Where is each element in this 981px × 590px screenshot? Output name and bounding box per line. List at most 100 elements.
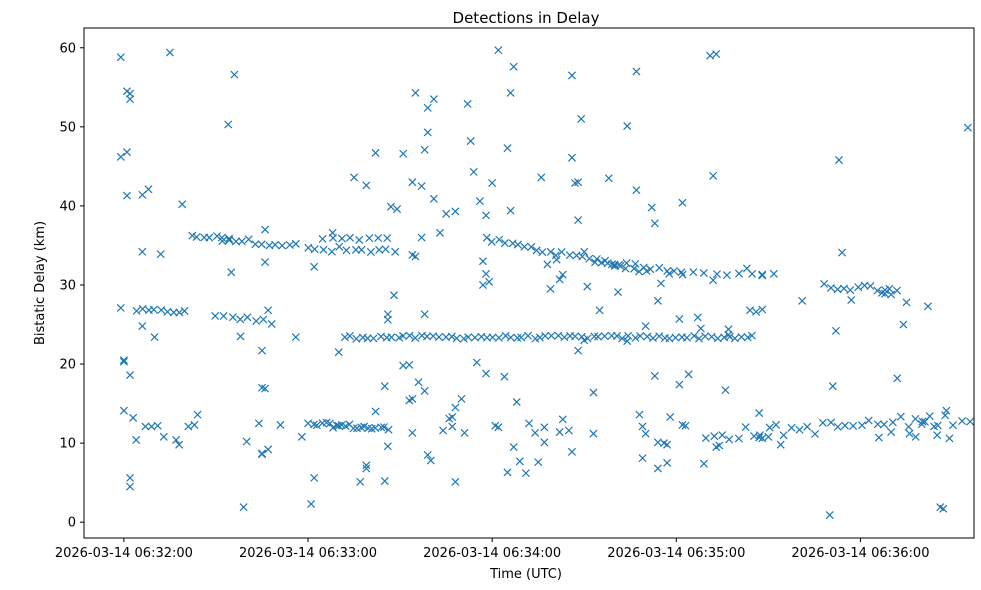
- data-point: [509, 62, 518, 71]
- data-point: [380, 477, 389, 486]
- data-point: [494, 423, 503, 432]
- data-point: [546, 247, 555, 256]
- data-point: [278, 241, 287, 250]
- data-point: [126, 371, 135, 380]
- data-point: [534, 458, 543, 467]
- data-point: [847, 295, 856, 305]
- data-point: [414, 378, 423, 387]
- data-point: [630, 264, 639, 273]
- data-point: [866, 282, 875, 291]
- data-point: [833, 422, 842, 431]
- data-point: [618, 334, 627, 343]
- data-point: [463, 99, 472, 108]
- data-point: [141, 422, 150, 431]
- data-point: [758, 270, 767, 279]
- data-point: [911, 414, 920, 423]
- data-point: [405, 360, 414, 369]
- data-point: [423, 450, 432, 460]
- data-point: [888, 418, 897, 427]
- data-point: [291, 333, 300, 342]
- data-point: [423, 128, 432, 137]
- data-point: [748, 269, 757, 278]
- data-point: [904, 422, 913, 431]
- data-point: [366, 247, 375, 256]
- data-point: [478, 280, 487, 290]
- data-point: [693, 313, 702, 322]
- data-point: [417, 233, 426, 242]
- data-point: [357, 245, 366, 254]
- data-point: [787, 423, 796, 432]
- data-point: [636, 332, 645, 341]
- data-point: [159, 432, 168, 441]
- data-point: [632, 67, 641, 76]
- data-point: [543, 260, 552, 269]
- data-point: [337, 234, 346, 243]
- data-point: [217, 233, 226, 242]
- data-point: [734, 434, 743, 443]
- data-point: [442, 209, 451, 218]
- data-point: [375, 245, 384, 254]
- y-tick-label: 60: [59, 41, 76, 56]
- data-point: [470, 333, 479, 342]
- y-tick-label: 40: [59, 199, 76, 214]
- data-point: [257, 450, 267, 459]
- data-point: [696, 324, 705, 333]
- data-point: [547, 331, 556, 340]
- data-point: [184, 422, 193, 431]
- data-point: [494, 333, 503, 342]
- data-point: [329, 423, 338, 432]
- data-point: [132, 306, 141, 315]
- data-point: [138, 247, 147, 256]
- data-point: [772, 420, 781, 429]
- data-point: [391, 247, 400, 256]
- data-point: [564, 426, 573, 435]
- data-point: [834, 156, 843, 165]
- data-point: [624, 331, 633, 340]
- data-point: [604, 174, 613, 183]
- data-point: [267, 319, 276, 329]
- data-point: [218, 237, 227, 246]
- data-point: [408, 428, 417, 437]
- data-point: [555, 275, 564, 284]
- data-point: [684, 370, 693, 379]
- data-point: [119, 406, 128, 415]
- x-tick-label: 2026-03-14 06:32:00: [55, 546, 193, 561]
- data-point: [607, 260, 616, 269]
- data-point: [126, 482, 135, 491]
- data-point: [386, 202, 395, 211]
- data-point: [126, 473, 135, 482]
- data-point: [381, 245, 390, 254]
- data-point: [193, 410, 202, 419]
- data-point: [423, 103, 432, 112]
- data-point: [701, 434, 710, 443]
- data-point: [721, 386, 730, 395]
- data-point: [122, 148, 131, 157]
- data-point: [601, 256, 610, 265]
- x-axis-label: Time (UTC): [489, 567, 562, 582]
- data-point: [503, 468, 512, 477]
- data-point: [328, 233, 338, 242]
- data-point: [613, 288, 623, 297]
- data-point: [896, 412, 905, 421]
- data-point: [555, 428, 564, 437]
- data-point: [933, 431, 942, 440]
- data-point: [466, 137, 475, 146]
- data-point: [178, 200, 187, 209]
- data-point: [259, 315, 268, 324]
- data-point: [506, 206, 515, 215]
- data-point: [524, 419, 534, 428]
- x-tick-label: 2026-03-14 06:35:00: [607, 546, 745, 561]
- data-point: [650, 219, 659, 228]
- data-point: [551, 251, 560, 260]
- data-point: [826, 418, 836, 427]
- data-point: [839, 284, 848, 293]
- data-point: [880, 420, 889, 429]
- data-point: [764, 432, 773, 441]
- data-point: [567, 153, 576, 162]
- data-point: [242, 437, 251, 446]
- data-point: [589, 388, 598, 397]
- data-point: [712, 443, 721, 452]
- data-point: [325, 419, 334, 428]
- data-point: [254, 419, 263, 428]
- data-point: [231, 237, 241, 246]
